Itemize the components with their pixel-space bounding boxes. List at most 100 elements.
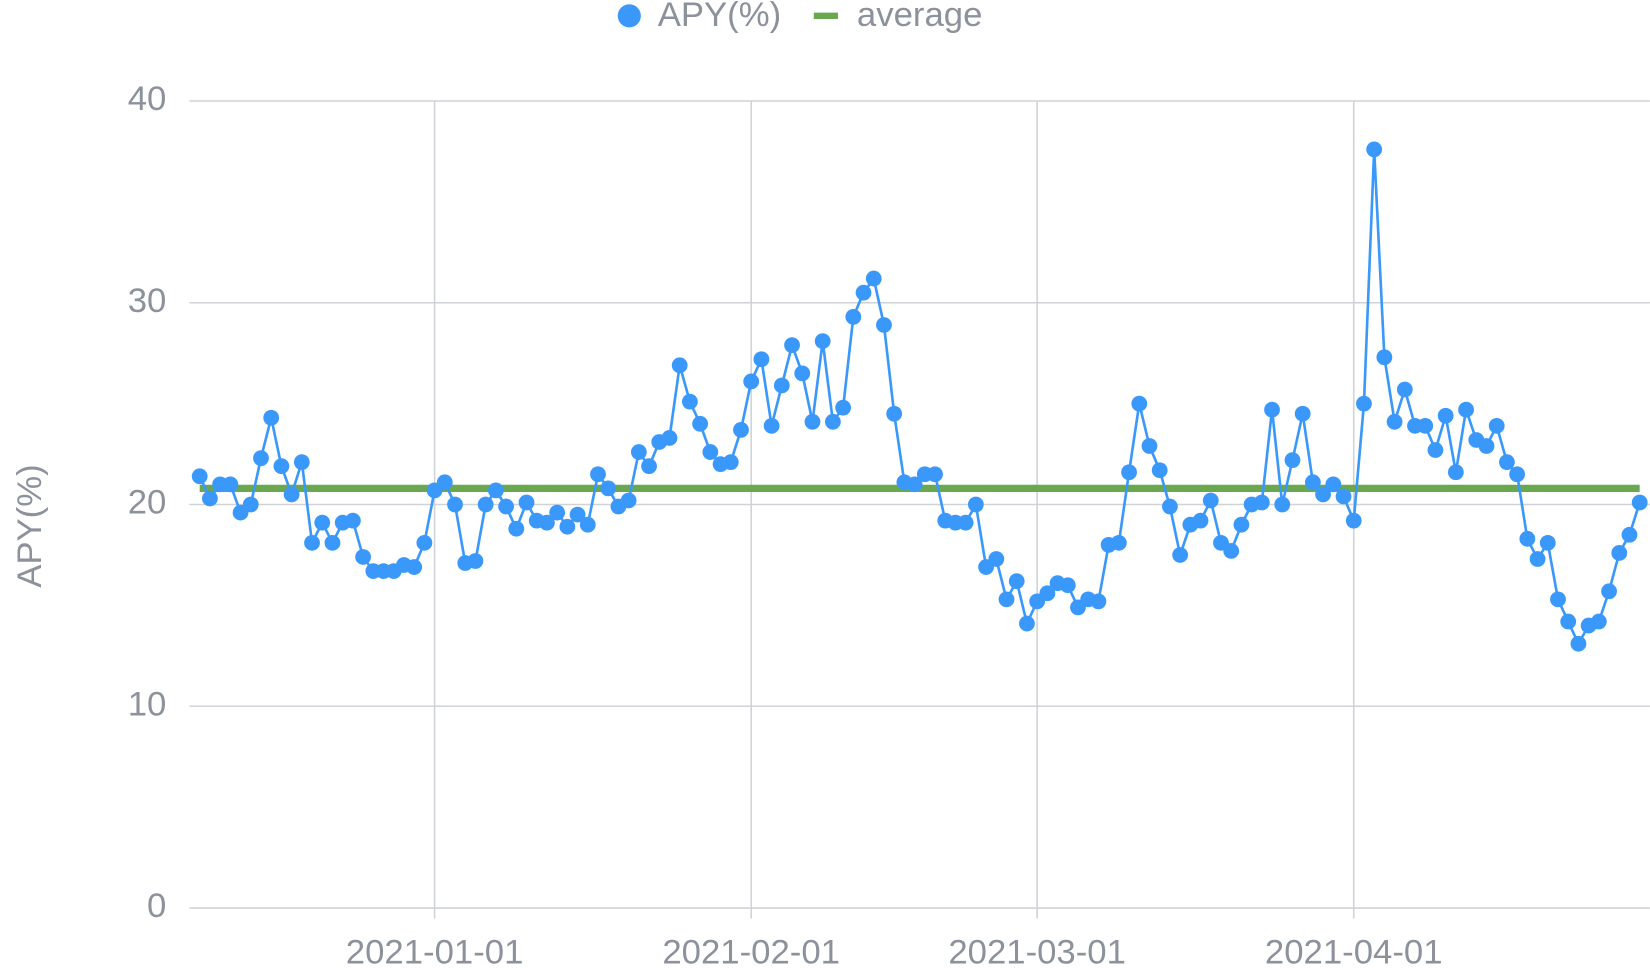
legend-marker (617, 4, 641, 28)
data-point (1458, 401, 1474, 418)
data-point (835, 399, 851, 416)
data-point (253, 450, 269, 467)
data-point (845, 308, 862, 325)
data-point (763, 417, 780, 434)
data-point (988, 551, 1005, 567)
data-point (1192, 512, 1209, 529)
data-point (1427, 442, 1444, 458)
data-point (314, 514, 331, 531)
data-point (539, 514, 555, 531)
data-point (692, 415, 709, 432)
data-point (804, 413, 821, 430)
x-tick-label: 2021-04-01 (1265, 933, 1443, 968)
data-point (1478, 438, 1495, 454)
data-point (467, 553, 484, 569)
data-point (508, 520, 525, 537)
data-point (304, 534, 320, 551)
data-point (436, 474, 453, 491)
data-point (1601, 583, 1617, 600)
data-point (855, 284, 872, 301)
data-point (191, 468, 208, 485)
data-point (1550, 591, 1566, 608)
data-point (794, 365, 811, 382)
data-point (743, 373, 760, 390)
data-point (559, 518, 576, 535)
data-point (957, 514, 974, 531)
data-point (1345, 512, 1362, 529)
data-point (865, 270, 882, 287)
data-point (549, 504, 566, 521)
data-point (1264, 401, 1280, 418)
data-point (1162, 498, 1178, 515)
data-point (784, 337, 800, 354)
data-point (1090, 593, 1107, 610)
data-point (202, 490, 218, 507)
y-tick-label: 40 (128, 80, 167, 118)
legend-label: APY(%) (658, 0, 781, 34)
data-point (1590, 613, 1607, 630)
data-point (600, 480, 617, 497)
data-point (630, 444, 647, 460)
data-point (967, 496, 984, 513)
data-point (1141, 438, 1158, 454)
data-point (487, 482, 504, 499)
data-point (579, 516, 596, 533)
x-tick-label: 2021-03-01 (948, 933, 1126, 968)
data-point (1447, 464, 1464, 481)
data-point (682, 393, 698, 410)
data-point (824, 413, 841, 430)
data-point (1529, 551, 1546, 567)
data-point (263, 409, 280, 426)
y-tick-label: 10 (128, 685, 167, 723)
data-point (641, 458, 657, 475)
data-point (1274, 496, 1291, 513)
data-point (906, 476, 923, 493)
data-point (222, 476, 239, 493)
data-point (1059, 577, 1076, 594)
data-point (293, 454, 310, 471)
data-point (1488, 417, 1505, 434)
data-point (1621, 526, 1638, 543)
data-point (814, 333, 831, 349)
data-point (1335, 488, 1352, 505)
data-point (498, 498, 514, 515)
data-point (1121, 464, 1137, 481)
data-point (1356, 395, 1372, 412)
data-point (1570, 635, 1587, 652)
legend-label: average (857, 0, 982, 34)
data-point (753, 351, 770, 368)
data-point (661, 430, 678, 446)
data-point (1499, 454, 1515, 471)
data-point (927, 466, 943, 483)
data-point (998, 591, 1015, 608)
data-point (1315, 486, 1331, 503)
data-point (1008, 573, 1025, 590)
data-point (1560, 613, 1577, 630)
y-tick-label: 0 (147, 887, 166, 925)
data-point (620, 492, 637, 509)
data-point (242, 496, 259, 513)
data-point (355, 549, 371, 565)
data-point (1539, 534, 1556, 551)
data-point (447, 496, 463, 513)
data-point (671, 357, 688, 374)
data-point (722, 454, 739, 471)
data-point (1325, 476, 1342, 493)
y-axis-label: APY(%) (11, 464, 49, 587)
data-point (569, 506, 586, 523)
data-point (273, 458, 290, 475)
data-point (1294, 405, 1311, 422)
data-point (1172, 547, 1189, 563)
data-point (1131, 395, 1148, 412)
data-point (1039, 585, 1056, 602)
data-point (1396, 381, 1413, 398)
data-point (1376, 349, 1393, 366)
data-point (406, 559, 423, 575)
data-point (1151, 462, 1168, 479)
data-point (1417, 417, 1434, 434)
data-point (590, 466, 606, 483)
data-point (733, 421, 749, 438)
data-point (1284, 452, 1301, 469)
